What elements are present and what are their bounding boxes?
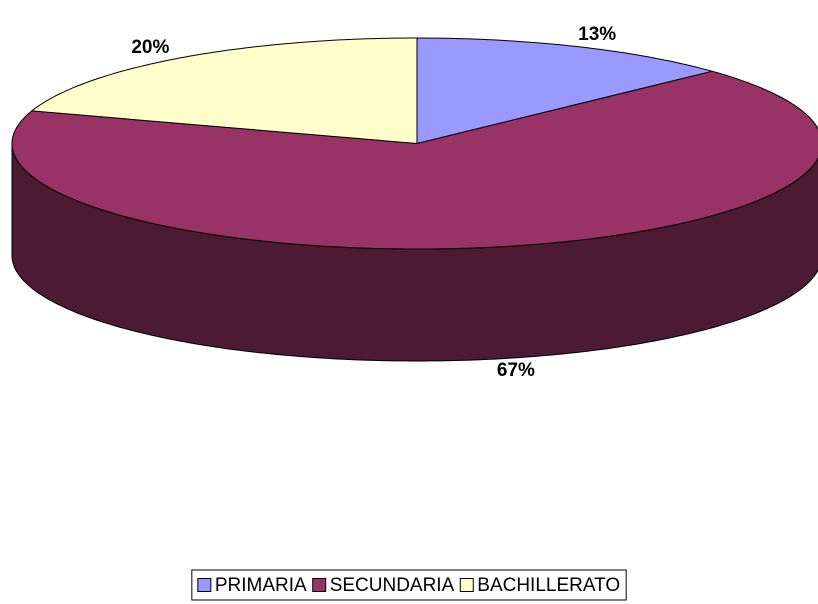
legend-swatch xyxy=(197,578,212,592)
legend-box xyxy=(191,569,627,601)
slice xyxy=(30,37,418,145)
legend-swatch xyxy=(459,578,474,592)
legend-label: SECUNDARIA xyxy=(330,575,455,596)
legend-label: BACHILLERATO xyxy=(477,575,620,596)
data-label: 20% xyxy=(131,37,169,58)
data-label: 67% xyxy=(497,360,535,381)
slice xyxy=(11,70,818,250)
legend-label: PRIMARIA xyxy=(215,575,307,596)
slice xyxy=(416,37,713,145)
legend: PRIMARIA SECUNDARIA BACHILLERATO xyxy=(197,575,620,596)
legend-swatch xyxy=(312,578,327,592)
data-label: 13% xyxy=(578,24,616,45)
